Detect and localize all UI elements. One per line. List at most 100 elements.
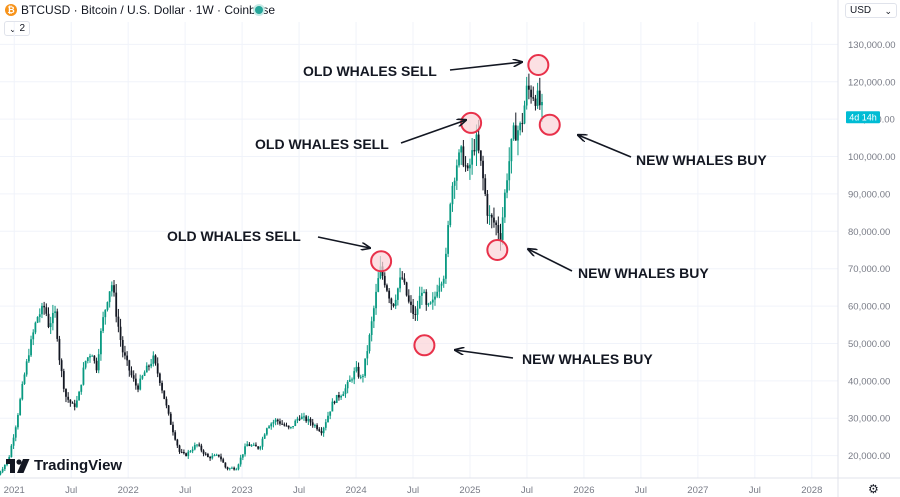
time-tick-label: 2023 [232,485,253,496]
candle-body [239,457,242,465]
candle-body [270,423,273,427]
candle-body [493,217,495,223]
time-tick-label: Jul [407,485,419,496]
candle-body [209,457,211,459]
price-tick-label: 30,000.00 [848,414,890,425]
candle-body [141,375,144,379]
candle-body [538,90,541,106]
candle-body [104,309,107,318]
candle-body [285,425,288,427]
candle-body [366,351,369,359]
candle-body [113,285,115,293]
candle-body [338,394,340,398]
candle-body [139,378,142,390]
candle-body [464,165,467,167]
gear-icon[interactable]: ⚙ [868,482,879,496]
candle-body [189,451,192,453]
time-tick-label: Jul [635,485,647,496]
candle-body [152,355,155,364]
candle-body [359,376,362,378]
price-axis[interactable]: 20,000.00 30,000.00 40,000.00 50,000.00 60,0… [837,0,896,497]
candle-body [530,89,532,98]
candle-body [89,355,91,358]
old-whales-sell-label: OLD WHALES SELL [303,63,437,79]
sell-marker [370,250,393,273]
time-tick-label: 2021 [4,485,25,496]
candle-body [169,413,172,425]
price-tick-label: 120,000.00 [848,77,896,88]
candle-body [82,367,85,385]
candle-body [294,420,297,426]
sell-marker [527,53,550,76]
candle-body [484,178,487,194]
candle-body [263,434,266,439]
candle-body [442,278,445,284]
candle-body [237,464,240,470]
candle-body [250,445,253,447]
tradingview-logo[interactable]: TradingView [6,457,122,474]
candle-body [473,150,476,152]
chart-grid [0,22,838,478]
time-axis[interactable]: 2021 Jul 2022 Jul 2023 Jul 2024 Jul 2025 Jul 2026 J… [0,477,900,496]
candle-body [344,388,347,395]
candle-body [248,444,251,446]
candle-body [93,355,96,361]
candle-body [25,361,28,375]
candle-body [67,396,70,400]
new-whales-buy-label: NEW WHALES BUY [522,351,653,367]
candle-body [23,374,26,384]
candle-body [62,371,65,389]
candle-body [362,375,364,377]
candle-body [453,180,456,186]
candle-body [235,469,238,471]
candle-body [265,428,268,435]
candle-body [132,375,135,379]
candle-body [403,278,406,283]
candle-body [187,451,190,457]
candle-body [364,358,367,376]
candle-body [416,308,419,315]
candle-body [401,277,404,279]
candle-body [340,396,343,398]
candle-body [296,418,299,421]
new-whales-buy-label: NEW WHALES BUY [578,265,709,281]
candle-body [541,102,543,106]
annotation-arrow [317,236,370,248]
candle-body [51,312,54,324]
candle-body [252,444,255,446]
candle-body [54,311,56,313]
candle-body [17,415,19,428]
candle-body [482,160,484,179]
candle-body [471,150,474,165]
candle-body [499,233,502,240]
candle-body [514,125,517,141]
candle-body [178,445,181,452]
candle-body [73,403,76,407]
candle-body [283,424,286,426]
annotation-arrow [578,135,632,158]
candle-body [143,372,146,376]
indicators-toggle[interactable]: ⌄ 2 [4,21,31,36]
candle-body [126,355,129,361]
candle-body [475,134,478,152]
candle-body [3,464,6,470]
candle-body [193,444,196,450]
candle-body [276,419,279,422]
price-tick-label: 90,000.00 [848,189,890,200]
countdown-badge [846,111,880,124]
time-tick-label: 2028 [801,485,822,496]
candle-body [379,266,382,279]
candle-body [165,398,168,406]
buy-marker [413,334,436,357]
candle-body [333,401,336,403]
candle-body [512,125,515,139]
candle-body [226,467,229,470]
symbol-title[interactable]: BTCUSD · Bitcoin / U.S. Dollar · 1W · Co… [21,3,276,17]
candle-body [130,370,133,376]
time-tick-label: 2022 [118,485,139,496]
chevron-down-icon: ⌄ [9,23,17,34]
currency-select[interactable]: USD ⌄ [845,3,897,18]
candle-body [217,454,220,457]
candle-body [47,313,50,328]
